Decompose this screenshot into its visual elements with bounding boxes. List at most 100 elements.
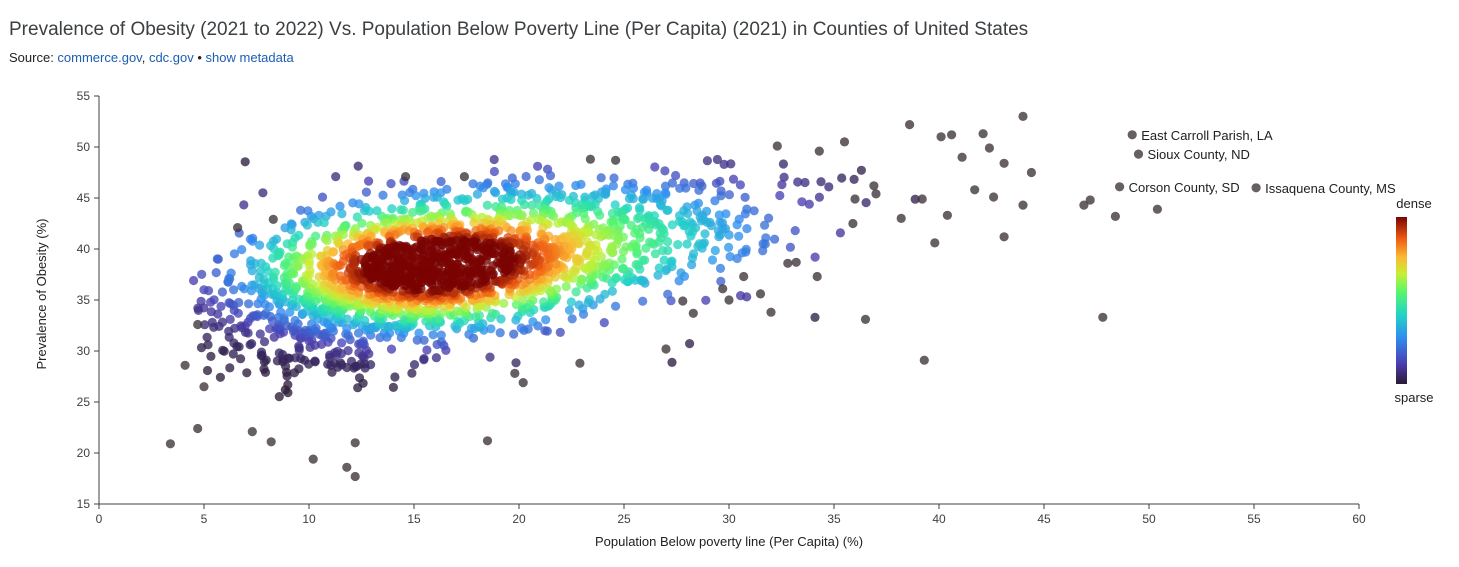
data-point <box>689 178 699 189</box>
data-point <box>225 314 235 324</box>
show-metadata-link[interactable]: show metadata <box>205 50 294 65</box>
y-tick-label: 55 <box>77 89 91 103</box>
data-point <box>736 291 746 301</box>
data-point <box>660 166 670 176</box>
data-point <box>412 335 422 345</box>
data-point <box>837 173 847 183</box>
data-point <box>812 271 822 282</box>
legend-color-bar <box>1396 217 1407 384</box>
data-point <box>528 317 538 327</box>
source-bullet: • <box>193 50 206 65</box>
data-point <box>213 309 223 319</box>
data-point <box>1085 195 1095 205</box>
data-point <box>667 220 677 230</box>
data-point <box>1018 200 1028 210</box>
data-point <box>354 373 365 383</box>
source-prefix: Source: <box>9 50 58 65</box>
data-point <box>567 314 577 324</box>
data-point <box>1026 167 1036 178</box>
data-point <box>452 306 462 316</box>
data-point <box>936 132 946 142</box>
data-point <box>654 263 664 273</box>
data-point <box>775 190 785 201</box>
x-tick-label: 50 <box>1142 512 1156 526</box>
data-point <box>206 351 216 361</box>
data-point <box>510 179 520 189</box>
data-point <box>700 229 710 239</box>
data-point <box>650 162 660 172</box>
data-point <box>582 237 593 247</box>
data-point <box>361 187 371 197</box>
data-point <box>728 174 739 184</box>
data-point <box>256 347 267 357</box>
data-point <box>354 199 364 209</box>
data-point <box>785 242 796 252</box>
data-point <box>436 330 446 340</box>
data-point <box>215 372 225 382</box>
data-point <box>930 238 940 248</box>
data-point <box>442 201 452 211</box>
data-point <box>521 171 531 182</box>
y-tick-label: 35 <box>77 293 91 307</box>
data-point <box>337 209 347 219</box>
data-point <box>472 245 483 255</box>
data-point <box>1018 111 1028 121</box>
data-point <box>710 196 720 206</box>
data-point <box>322 236 332 246</box>
data-point <box>701 295 711 305</box>
data-point <box>814 192 825 202</box>
source-link-commerce[interactable]: commerce.gov <box>57 50 142 65</box>
data-point <box>489 154 499 165</box>
data-point <box>478 183 488 193</box>
data-point <box>835 228 846 238</box>
data-point <box>337 283 347 293</box>
data-point <box>506 194 516 205</box>
data-point <box>647 193 658 203</box>
data-point <box>688 308 698 318</box>
data-point <box>229 285 239 295</box>
data-point <box>611 273 622 283</box>
source-link-cdc[interactable]: cdc.gov <box>148 50 194 65</box>
data-point <box>770 234 780 244</box>
data-point <box>196 296 206 306</box>
data-point <box>861 198 871 208</box>
data-point <box>755 289 766 299</box>
data-point <box>287 242 297 252</box>
data-point <box>711 178 722 188</box>
data-point <box>335 358 345 368</box>
data-point <box>571 254 582 264</box>
data-point <box>386 344 397 354</box>
data-point <box>824 182 834 192</box>
data-point <box>758 239 768 249</box>
data-point <box>506 226 516 236</box>
x-tick-label: 10 <box>302 512 316 526</box>
data-point <box>551 284 562 294</box>
data-point <box>436 176 446 187</box>
data-point <box>740 209 750 219</box>
data-point <box>255 240 265 250</box>
data-point <box>432 192 442 202</box>
data-point <box>860 314 871 324</box>
data-point <box>540 326 550 336</box>
data-point <box>350 438 360 448</box>
data-point <box>308 454 318 464</box>
data-point <box>555 192 566 203</box>
data-point <box>207 317 217 327</box>
data-point <box>518 295 528 305</box>
data-point <box>534 175 545 185</box>
data-point <box>247 236 258 246</box>
data-point <box>564 305 575 315</box>
data-point <box>689 249 699 259</box>
data-point <box>526 260 536 270</box>
data-point <box>607 286 618 296</box>
data-point <box>527 200 537 210</box>
data-point <box>620 185 631 195</box>
ticks-layer: 0 5 10 15 20 25 30 35 40 45 50 55 60 15 20 25 30 35 40 45 50… <box>77 89 1366 526</box>
data-point <box>777 180 787 190</box>
data-point <box>679 221 689 231</box>
data-point <box>810 312 820 322</box>
data-point <box>411 191 421 201</box>
data-point <box>482 436 493 446</box>
data-point <box>516 323 526 333</box>
data-point <box>710 245 720 256</box>
